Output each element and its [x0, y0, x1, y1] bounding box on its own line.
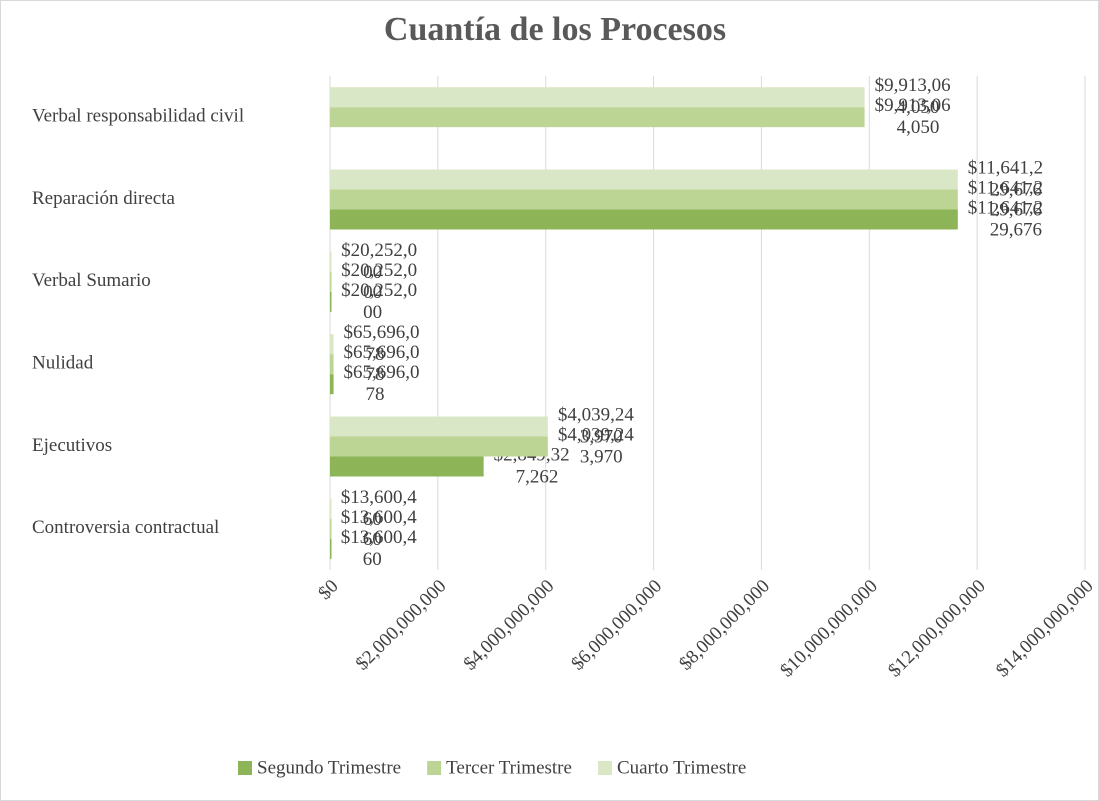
data-label-line: $20,252,0	[341, 280, 417, 301]
bar	[330, 498, 332, 519]
bar	[330, 291, 332, 312]
data-label: $4,039,24 3,970	[558, 425, 635, 468]
chart-title: Cuantía de los Procesos	[384, 11, 726, 48]
data-label-line: $65,696,0	[344, 343, 420, 364]
data-label-line: $20,252,0	[341, 260, 417, 281]
data-label-line: 4,050	[897, 118, 940, 139]
data-label-line: $11,641,2	[968, 198, 1043, 219]
legend-label: Tercer Trimestre	[446, 757, 572, 778]
data-label: $20,252,0 00	[341, 280, 417, 323]
data-label-line: 78	[366, 345, 385, 366]
data-label-line: $4,039,24	[558, 405, 635, 426]
data-label-line: 29,676	[990, 220, 1042, 241]
data-label-line: 29,676	[990, 200, 1042, 221]
data-label: $13,600,4 60	[341, 487, 418, 530]
y-tick-label: Verbal responsabilidad civil	[32, 106, 244, 127]
bar	[330, 436, 548, 457]
bar	[330, 107, 865, 128]
data-label-line: $65,696,0	[344, 363, 420, 384]
bar	[330, 354, 334, 375]
data-label: $11,641,2 29,676	[968, 198, 1043, 241]
bar	[330, 456, 484, 477]
data-label: $20,252,0 00	[341, 260, 417, 303]
data-label: $9,913,06 4,050	[875, 76, 951, 119]
data-label-line: $9,913,06	[875, 96, 951, 117]
data-label: $11,641,2 29,676	[968, 178, 1043, 221]
data-label-line: $13,600,4	[341, 527, 418, 548]
bar	[330, 538, 332, 559]
data-label: $4,039,24 3,970	[558, 405, 635, 448]
data-label-line: 3,970	[580, 447, 623, 468]
data-label-line: $13,600,4	[341, 507, 418, 528]
data-label: $65,696,0 78	[344, 343, 420, 386]
data-label-line: 00	[363, 262, 382, 283]
bar	[330, 87, 865, 108]
data-label-line: $11,641,2	[968, 178, 1043, 199]
y-tick-label: Ejecutivos	[32, 435, 112, 456]
bar	[330, 189, 958, 210]
data-label-line: 60	[363, 529, 382, 550]
y-tick-label: Verbal Sumario	[32, 270, 151, 291]
data-label-line: 7,262	[516, 467, 559, 488]
bar	[330, 271, 332, 292]
data-label-line: 78	[366, 365, 385, 386]
bar	[330, 251, 332, 272]
data-label-line: 60	[363, 509, 382, 530]
data-label: $13,600,4 60	[341, 527, 418, 570]
legend-swatch	[597, 761, 612, 775]
data-label: $65,696,0 78	[344, 363, 420, 406]
legend-swatch	[238, 761, 252, 775]
data-label-line: $13,600,4	[341, 487, 418, 508]
data-label-line: $9,913,06	[875, 76, 951, 97]
legend-label: Segundo Trimestre	[257, 757, 401, 778]
data-label-line: $20,252,0	[341, 240, 417, 261]
bar	[330, 334, 334, 355]
data-label-line: $11,641,2	[968, 158, 1043, 179]
data-label: $65,696,0 78	[344, 323, 420, 366]
data-label-line: $4,039,24	[558, 425, 635, 446]
bar	[330, 169, 958, 190]
data-label: $11,641,2 29,676	[968, 158, 1043, 201]
legend-label: Cuarto Trimestre	[617, 757, 746, 778]
data-label-line: 60	[363, 549, 382, 570]
y-tick-label: Reparación directa	[32, 188, 176, 209]
data-label: $13,600,4 60	[341, 507, 418, 550]
data-label: $20,252,0 00	[341, 240, 417, 283]
bar	[330, 374, 334, 395]
bar	[330, 518, 332, 539]
legend-swatch	[427, 761, 442, 775]
data-label-line: 00	[363, 302, 382, 323]
data-label-line: 29,676	[990, 180, 1042, 201]
data-label-line: 3,970	[580, 427, 623, 448]
data-label: $9,913,06 4,050	[875, 96, 951, 139]
data-label-line: 78	[366, 385, 385, 406]
data-label-line: 00	[363, 282, 382, 303]
bar	[330, 209, 958, 230]
y-tick-label: Controversia contractual	[32, 517, 219, 538]
bar	[330, 416, 548, 437]
y-tick-label: Nulidad	[32, 353, 94, 374]
data-label-line: 4,050	[897, 98, 940, 119]
data-label-line: $65,696,0	[344, 323, 420, 344]
